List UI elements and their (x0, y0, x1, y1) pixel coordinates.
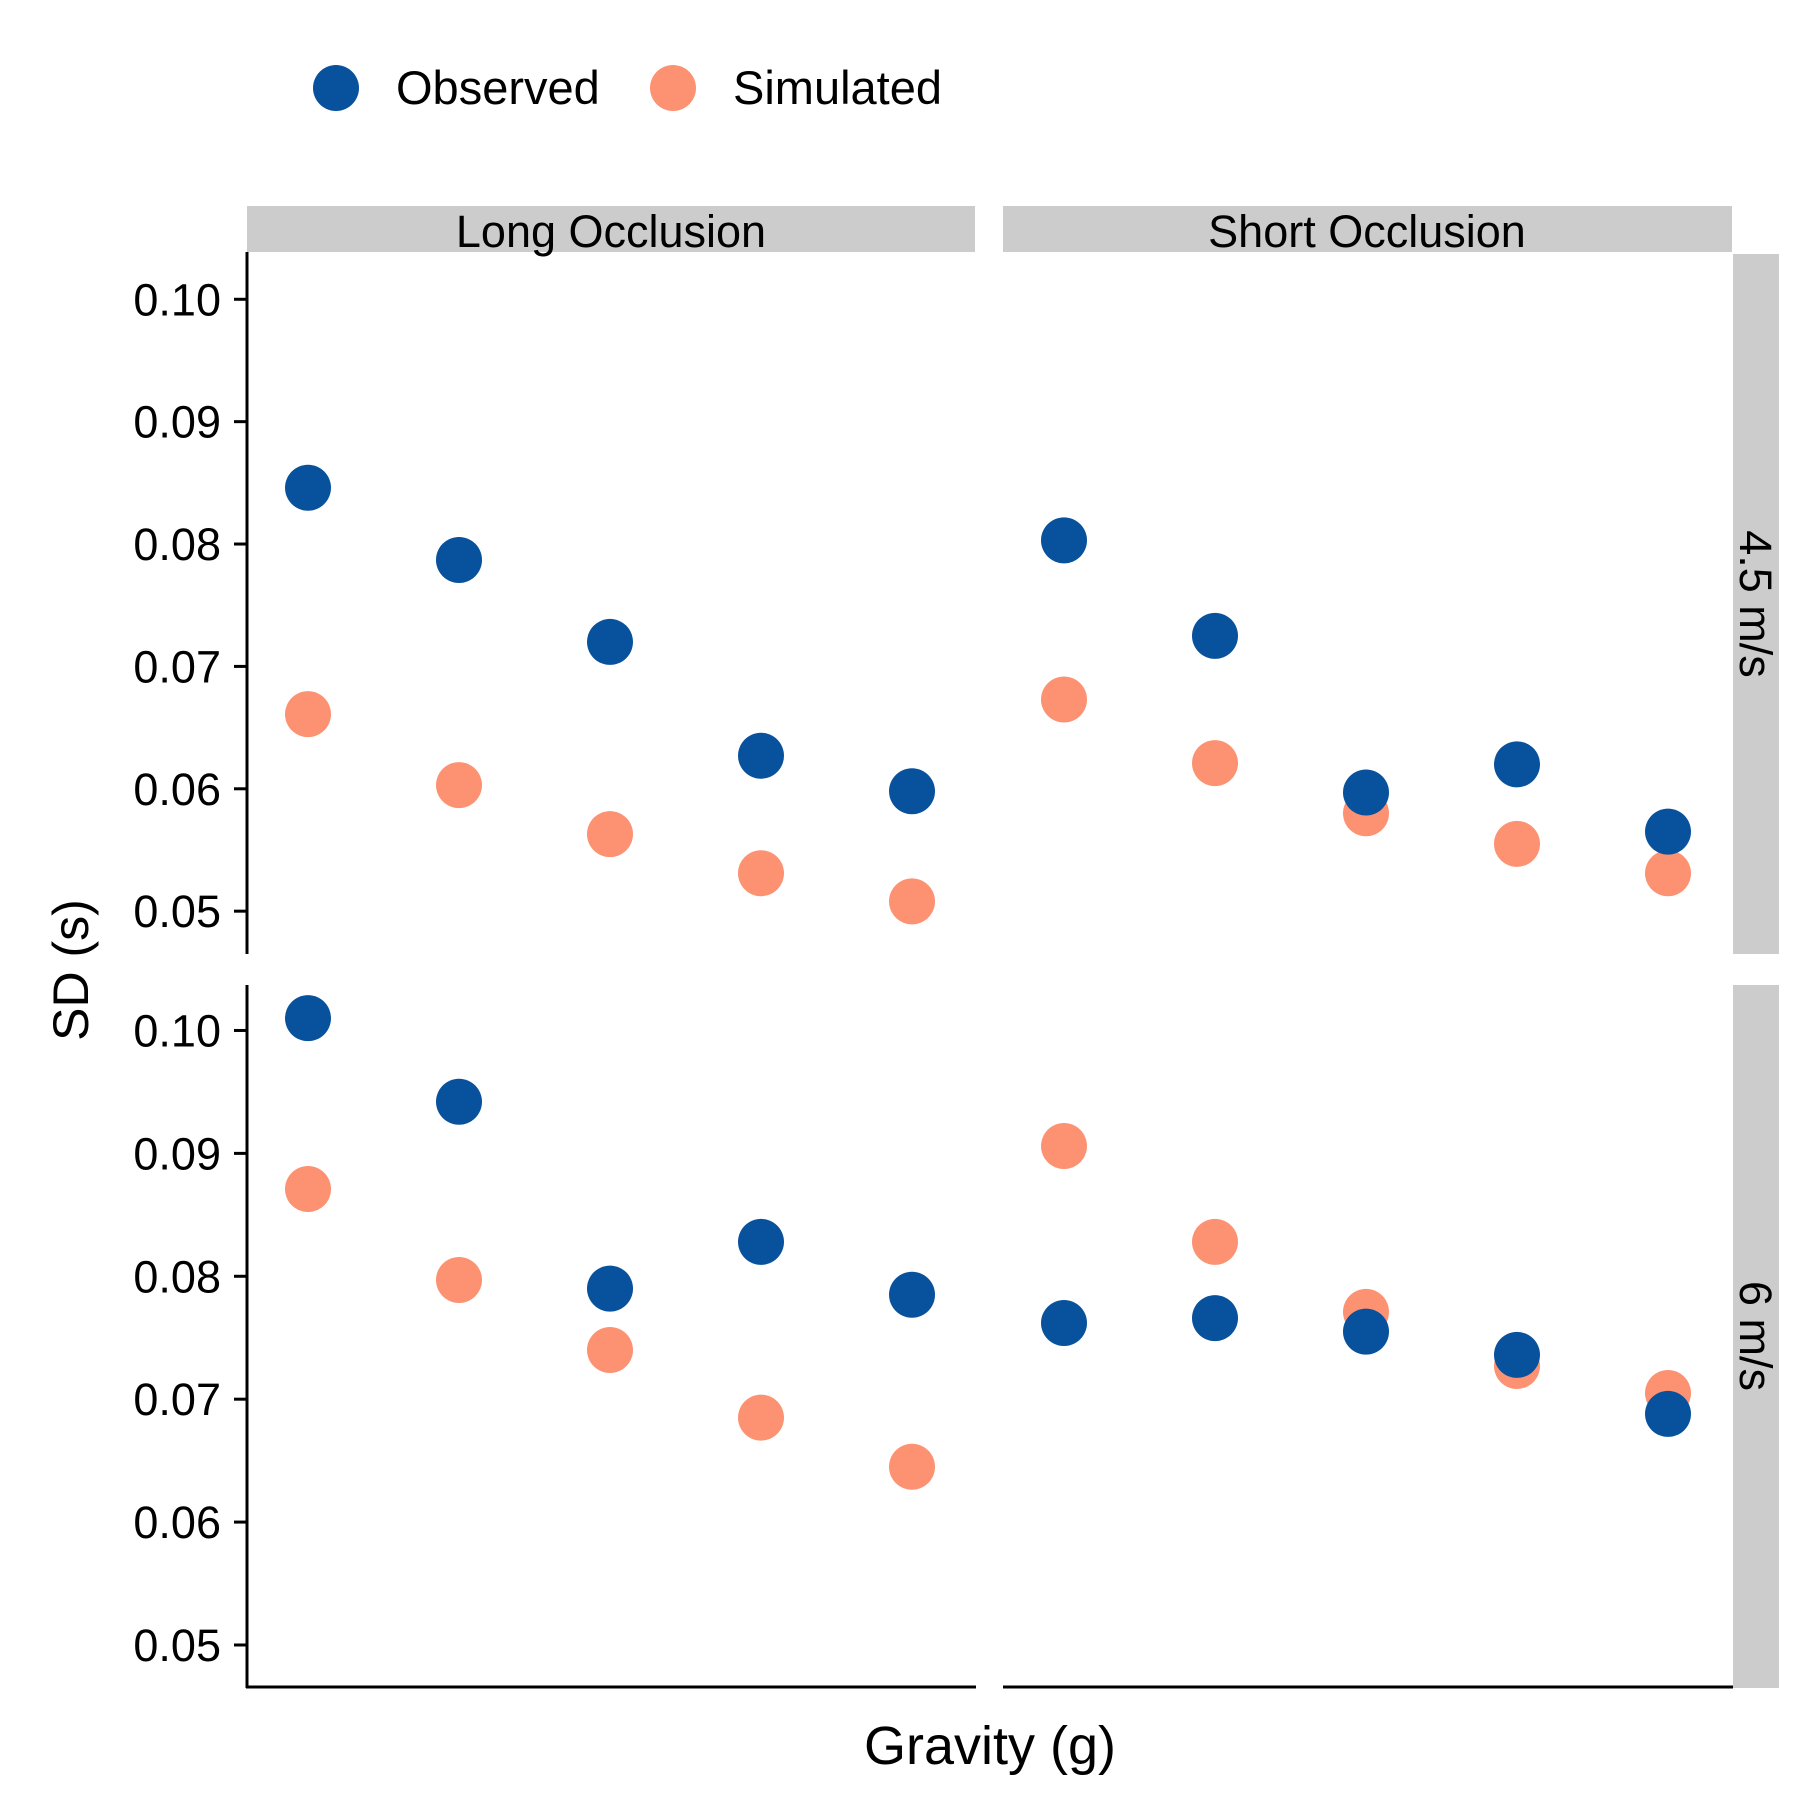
point-observed (738, 1218, 784, 1265)
y-tick-label: 0.05 (133, 886, 221, 937)
y-tick-label: 0.07 (133, 1374, 221, 1425)
y-tick-label: 0.08 (133, 519, 221, 570)
point-simulated (889, 1443, 935, 1490)
y-axis-ticks-bottom: 0.10 0.09 0.08 0.07 0.06 0.05 (133, 1005, 247, 1671)
y-tick-label: 0.06 (133, 764, 221, 815)
point-simulated (1645, 850, 1691, 897)
facet-label-4-5-ms: 4.5 m/s (1730, 530, 1781, 678)
point-observed (436, 536, 482, 583)
point-observed (1343, 769, 1389, 816)
point-simulated (587, 811, 633, 858)
y-tick-label: 0.09 (133, 1128, 221, 1179)
data-points (285, 464, 1691, 1490)
facet-strip-short-occlusion (1003, 206, 1732, 252)
point-observed (1645, 808, 1691, 855)
legend-label-simulated: Simulated (733, 61, 942, 114)
y-axis-title: SD (s) (43, 899, 99, 1041)
point-simulated (587, 1327, 633, 1374)
point-simulated (285, 1166, 331, 1213)
legend-key-observed (313, 65, 359, 111)
y-tick-label: 0.10 (133, 274, 221, 325)
point-observed (889, 1271, 935, 1318)
axis-lines (245, 252, 1733, 1689)
facet-strip-6-ms (1733, 985, 1779, 1688)
point-observed (1192, 612, 1238, 659)
y-tick-label: 0.07 (133, 641, 221, 692)
point-observed (1041, 517, 1087, 564)
facet-label-6-ms: 6 m/s (1730, 1281, 1781, 1391)
point-observed (1343, 1308, 1389, 1355)
point-observed (1494, 741, 1540, 788)
y-tick-label: 0.08 (133, 1251, 221, 1302)
legend-label-observed: Observed (396, 61, 600, 114)
point-simulated (436, 762, 482, 809)
facet-strip-4-5-ms (1733, 254, 1779, 954)
point-observed (738, 732, 784, 779)
point-observed (285, 995, 331, 1042)
point-observed (436, 1078, 482, 1125)
point-simulated (738, 850, 784, 897)
point-observed (1041, 1299, 1087, 1346)
point-observed (587, 618, 633, 665)
point-observed (889, 768, 935, 815)
y-tick-label: 0.10 (133, 1005, 221, 1056)
point-observed (1494, 1331, 1540, 1378)
point-simulated (1192, 740, 1238, 787)
point-simulated (1192, 1218, 1238, 1265)
x-axis-title: Gravity (g) (864, 1716, 1116, 1776)
facet-strip-long-occlusion (247, 206, 975, 252)
y-tick-label: 0.05 (133, 1620, 221, 1671)
point-observed (1645, 1390, 1691, 1437)
point-simulated (1041, 676, 1087, 723)
point-observed (285, 464, 331, 511)
facet-label-short-occlusion: Short Occlusion (1208, 206, 1526, 257)
facet-label-long-occlusion: Long Occlusion (456, 206, 766, 257)
point-observed (587, 1265, 633, 1312)
point-simulated (436, 1256, 482, 1303)
point-simulated (889, 878, 935, 925)
legend: Observed Simulated (313, 61, 942, 114)
y-axis-ticks-top: 0.10 0.09 0.08 0.07 0.06 0.05 (133, 274, 247, 937)
y-tick-label: 0.06 (133, 1497, 221, 1548)
point-simulated (1041, 1123, 1087, 1170)
point-observed (1192, 1295, 1238, 1342)
legend-key-simulated (650, 65, 696, 111)
point-simulated (1494, 820, 1540, 867)
y-tick-label: 0.09 (133, 397, 221, 448)
point-simulated (738, 1394, 784, 1441)
point-simulated (285, 691, 331, 738)
